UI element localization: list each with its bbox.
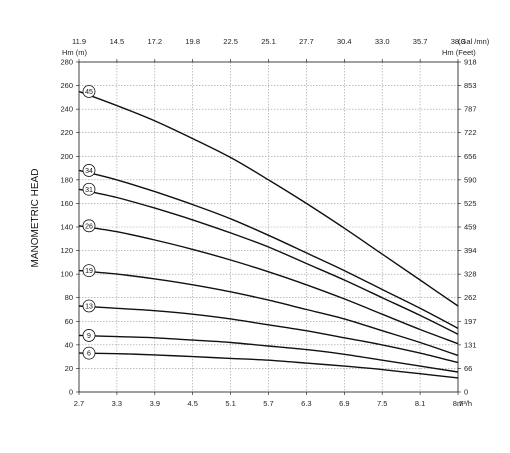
y-tick-label: 140 <box>60 223 73 232</box>
curve-badges: 45 34 31 26 19 13 9 6 <box>82 85 96 360</box>
x-tick-label: 3.9 <box>150 399 160 408</box>
y-tick-label: 160 <box>60 199 73 208</box>
x-top-tick-label: 27.7 <box>299 37 314 46</box>
curve-badge-label: 9 <box>87 333 91 340</box>
curve-badge-circle <box>82 264 96 278</box>
grid <box>79 62 458 392</box>
x-top-tick-label: 38.3 <box>451 37 466 46</box>
y-tick-label: 40 <box>65 340 73 349</box>
x-tick-label: 4.5 <box>187 399 197 408</box>
curve-badge-label: 13 <box>85 303 93 310</box>
y-right-tick-label: 525 <box>464 199 477 208</box>
curve-series-31 <box>78 188 459 335</box>
curve-badge-circle <box>82 182 96 196</box>
y-right-tick-label: 918 <box>464 58 477 67</box>
y-left-unit-label: Hm (m) <box>62 48 87 57</box>
x-top-tick-label: 11.9 <box>72 37 86 46</box>
curve-badge-label: 6 <box>87 351 91 358</box>
y-tick-label: 20 <box>65 364 73 373</box>
x-top-tick-label: 19.8 <box>185 37 200 46</box>
curve-badge-circle <box>82 346 96 360</box>
curve-badge-label: 31 <box>85 187 93 194</box>
x-axis-top: 11.9 14.5 17.2 19.8 22.5 25.1 27.7 30.4 33.0 35.7… <box>72 37 465 62</box>
curve-series-26 <box>78 225 459 345</box>
y-tick-label: 240 <box>60 105 73 114</box>
x-top-tick-label: 35.7 <box>413 37 428 46</box>
y-right-tick-label: 0 <box>464 388 468 397</box>
y-right-tick-label: 459 <box>464 223 477 232</box>
y-tick-label: 120 <box>60 246 73 255</box>
curve-badge-circle <box>82 164 96 177</box>
y-right-tick-label: 66 <box>464 364 472 373</box>
curves <box>78 90 459 379</box>
curve-series-9 <box>78 334 459 373</box>
x-bottom-unit-label: m³/h <box>457 399 472 408</box>
y-right-tick-label: 394 <box>464 246 477 255</box>
y-right-tick-label: 262 <box>464 293 477 302</box>
y-right-tick-label: 787 <box>464 105 477 114</box>
y-axis-title: MANOMETRIC HEAD <box>30 169 41 268</box>
x-tick-label: 6.3 <box>301 399 311 408</box>
y-tick-label: 100 <box>60 270 73 279</box>
curve-badge-circle <box>82 219 96 233</box>
x-top-tick-label: 33.0 <box>375 37 390 46</box>
x-tick-label: 8.7 <box>453 399 463 408</box>
curve-series-6 <box>78 352 459 379</box>
curve-badge-label: 45 <box>85 89 93 96</box>
x-tick-label: 5.7 <box>263 399 273 408</box>
x-tick-label: 5.1 <box>225 399 235 408</box>
y-axis-right: 0 66 131 197 262 328 394 459 525 590 656 722 787 853 9… <box>458 58 477 397</box>
y-right-tick-label: 328 <box>464 270 477 279</box>
x-axis-bottom: 2.7 3.3 3.9 4.5 5.1 5.7 6.3 6.9 7.5 8.1 8.7 <box>74 392 463 408</box>
x-top-tick-label: 25.1 <box>261 37 276 46</box>
y-right-tick-label: 131 <box>464 340 477 349</box>
y-right-tick-label: 197 <box>464 317 477 326</box>
x-tick-label: 6.9 <box>339 399 349 408</box>
x-top-tick-label: 14.5 <box>110 37 125 46</box>
curve-badge-label: 26 <box>85 223 93 230</box>
curve-series-45 <box>78 90 459 307</box>
x-top-unit-label: (Gal /mn) <box>458 37 490 46</box>
y-right-tick-label: 722 <box>464 128 477 137</box>
x-tick-label: 2.7 <box>74 399 84 408</box>
curve-series-19 <box>78 269 459 357</box>
y-axis-left: 0 20 40 60 80 100 120 140 160 180 200 220 240 260 280 <box>60 58 79 397</box>
x-tick-label: 7.5 <box>377 399 387 408</box>
curve-badge-circle <box>82 85 96 98</box>
y-tick-label: 260 <box>60 81 73 90</box>
curve-badge-label: 19 <box>85 268 93 275</box>
y-right-tick-label: 853 <box>464 81 477 90</box>
y-right-tick-label: 656 <box>464 152 477 161</box>
y-tick-label: 200 <box>60 152 73 161</box>
y-tick-label: 60 <box>65 317 73 326</box>
x-tick-label: 8.1 <box>415 399 425 408</box>
curve-series-34 <box>78 169 459 330</box>
x-top-tick-label: 30.4 <box>337 37 352 46</box>
x-tick-label: 3.3 <box>112 399 122 408</box>
y-right-tick-label: 590 <box>464 175 477 184</box>
curve-badge-circle <box>82 329 96 342</box>
x-top-tick-label: 22.5 <box>223 37 238 46</box>
y-tick-label: 220 <box>60 128 73 137</box>
y-tick-label: 280 <box>60 58 73 67</box>
y-tick-label: 80 <box>65 293 73 302</box>
curve-series-13 <box>78 305 459 364</box>
y-tick-label: 180 <box>60 175 73 184</box>
curve-badge-label: 34 <box>85 168 93 175</box>
y-right-unit-label: Hm (Feet) <box>442 48 476 57</box>
y-tick-label: 0 <box>69 388 73 397</box>
x-top-tick-label: 17.2 <box>147 37 162 46</box>
curve-badge-circle <box>82 299 96 313</box>
